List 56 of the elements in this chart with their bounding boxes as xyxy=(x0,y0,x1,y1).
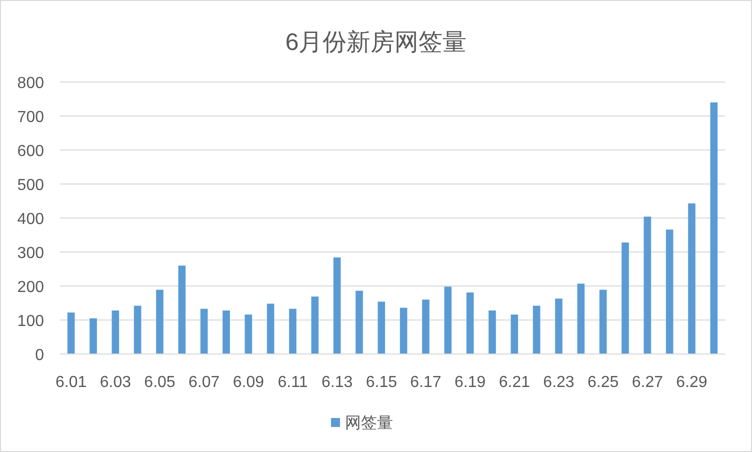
x-tick-label: 6.27 xyxy=(632,374,664,391)
y-tick-label: 100 xyxy=(17,313,44,330)
bar xyxy=(466,292,474,354)
x-tick-label: 6.23 xyxy=(543,374,574,391)
bar xyxy=(67,312,75,354)
bar xyxy=(400,308,408,354)
bar xyxy=(112,310,120,354)
bar xyxy=(222,310,230,354)
y-tick-label: 300 xyxy=(17,245,44,262)
y-tick-label: 400 xyxy=(17,211,44,228)
bar xyxy=(200,308,208,354)
x-tick-label: 6.07 xyxy=(188,374,220,391)
bar xyxy=(599,290,607,354)
y-tick-label: 700 xyxy=(17,109,44,126)
x-tick-label: 6.15 xyxy=(366,374,398,391)
y-tick-label: 800 xyxy=(17,75,44,92)
bar xyxy=(644,216,652,354)
legend-label: 网签量 xyxy=(345,415,393,432)
chart-title: 6月份新房网签量 xyxy=(285,29,467,56)
x-tick-label: 6.09 xyxy=(232,374,264,391)
bar xyxy=(289,308,296,354)
y-tick-label: 500 xyxy=(17,177,44,194)
bar xyxy=(90,318,97,354)
bar xyxy=(378,302,386,354)
bar xyxy=(444,286,452,354)
bar xyxy=(156,290,164,354)
bar xyxy=(178,266,186,354)
y-tick-label: 200 xyxy=(17,279,44,296)
x-tick-label: 6.29 xyxy=(676,374,708,391)
y-tick-label: 600 xyxy=(17,143,44,160)
x-tick-label: 6.25 xyxy=(588,374,619,391)
x-tick-label: 6.01 xyxy=(56,374,87,391)
bar xyxy=(422,300,430,354)
bar xyxy=(333,257,341,354)
bar xyxy=(356,290,363,354)
bar xyxy=(311,296,319,354)
x-tick-label: 6.11 xyxy=(278,374,308,391)
bar xyxy=(266,304,274,354)
x-tick-label: 6.19 xyxy=(454,374,486,391)
bar xyxy=(688,203,696,354)
x-tick-label: 6.05 xyxy=(144,374,176,391)
bar xyxy=(532,306,540,354)
y-tick-label: 0 xyxy=(35,347,44,364)
x-tick-label: 6.17 xyxy=(410,374,442,391)
bar xyxy=(666,230,674,354)
bar xyxy=(244,314,252,354)
bar xyxy=(622,242,629,354)
bar xyxy=(134,306,142,354)
x-tick-label: 6.13 xyxy=(322,374,353,391)
bar xyxy=(510,314,518,354)
x-tick-label: 6.21 xyxy=(498,374,530,391)
bar xyxy=(710,102,718,354)
bar xyxy=(577,284,585,354)
x-tick-label: 6.03 xyxy=(100,374,132,391)
bar xyxy=(555,298,562,354)
bar xyxy=(488,310,496,354)
